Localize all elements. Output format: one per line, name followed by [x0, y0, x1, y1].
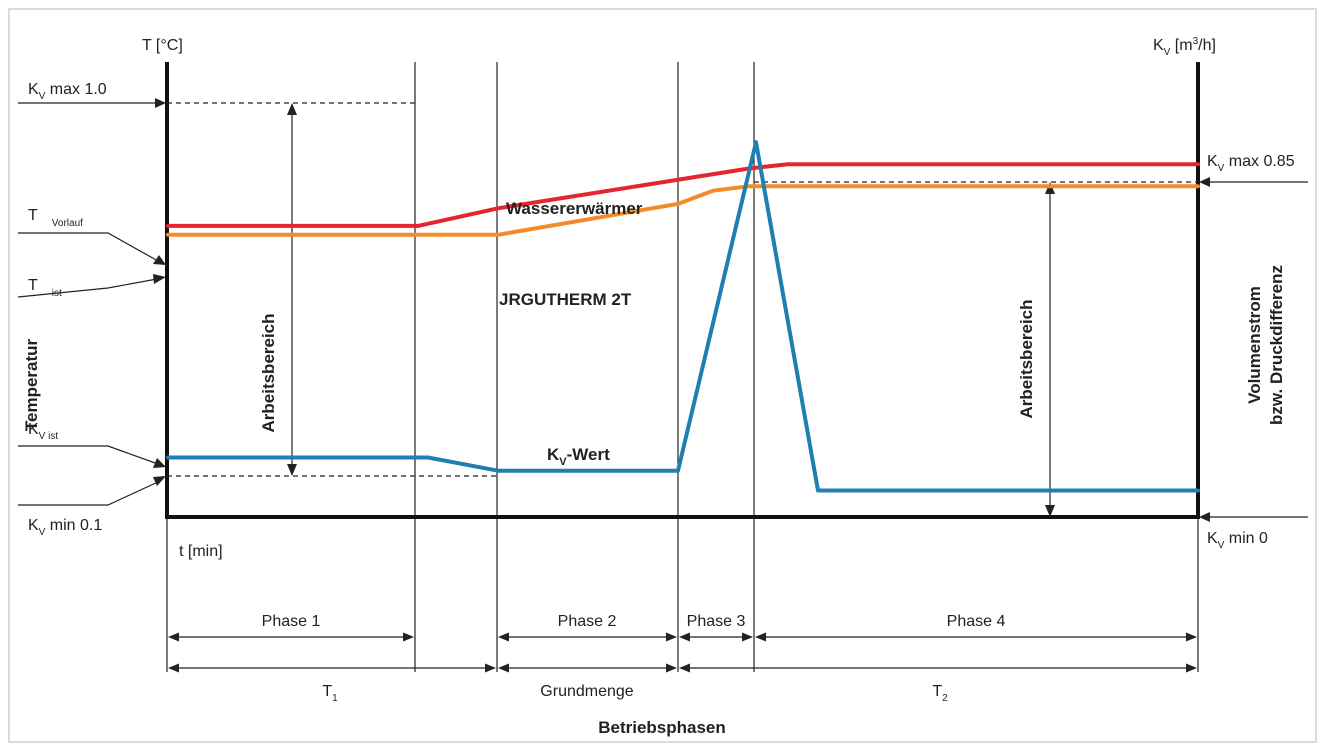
phase-dividers — [166, 62, 1199, 672]
period-label-grundmenge: Grundmenge — [540, 683, 633, 700]
right-range-label: Arbeitsbereich — [1017, 299, 1036, 418]
left-axis-title: Temperatur — [22, 338, 41, 431]
figure-border — [8, 8, 1317, 743]
kv-min-left-label: KV min 0.1 — [28, 517, 102, 538]
phase2-arrow — [498, 632, 677, 642]
left-range-arrowhead-bottom — [287, 464, 297, 476]
kv-max-left-arrowhead — [155, 98, 166, 108]
kv-ist-arrowhead — [153, 458, 166, 468]
kv-min-right-label: KV min 0 — [1207, 530, 1268, 551]
right-marker-arrows — [1199, 177, 1308, 522]
left-range-arrowhead-top — [287, 103, 297, 115]
series-label-jrgutherm: JRGUTHERM 2T — [499, 290, 632, 309]
dimension-arrows — [168, 632, 1197, 673]
series-layer — [166, 140, 1200, 493]
kv-min-right-arrowhead — [1199, 512, 1210, 522]
left-marker-arrows — [17, 98, 166, 506]
series-jrgutherm-2t — [166, 184, 1200, 237]
kv-ist-arrow — [18, 445, 159, 465]
t-vorlauf-label: T Vorlauf — [28, 207, 83, 229]
kv-min-left-arrow — [18, 480, 161, 506]
phase1-arrow — [168, 632, 414, 642]
phase4-arrow — [755, 632, 1197, 642]
kv-ist-label: KV ist — [28, 421, 58, 442]
right-range-arrowhead-bottom — [1045, 505, 1055, 517]
series-label-kv-wert: KV-Wert — [547, 445, 610, 468]
kv-max-right-arrowhead — [1199, 177, 1210, 187]
t-ist-arrowhead — [153, 274, 166, 284]
t-ist-arrow — [17, 278, 158, 298]
left-range-label: Arbeitsbereich — [259, 313, 278, 432]
kv-max-right-label: KV max 0.85 — [1207, 153, 1295, 174]
t2-arrow — [679, 663, 1197, 673]
series-label-wassererwaermer: Wassererwärmer — [506, 199, 643, 218]
phase-label-4: Phase 4 — [947, 613, 1006, 630]
axes — [165, 62, 1200, 519]
phase3-arrow — [679, 632, 753, 642]
t1-arrow — [168, 663, 496, 673]
t-vorlauf-arrowhead — [153, 255, 166, 265]
phase-label-1: Phase 1 — [262, 613, 321, 630]
t-vorlauf-arrow — [18, 232, 159, 262]
reference-lines — [167, 102, 1198, 477]
x-axis-unit: t [min] — [179, 543, 223, 560]
kv-max-left-label: KV max 1.0 — [28, 81, 107, 102]
period-label-t2: T2 — [932, 683, 948, 704]
x-axis-title: Betriebsphasen — [598, 718, 726, 737]
series-wassererwaermer — [166, 162, 1200, 228]
phase-label-3: Phase 3 — [687, 613, 746, 630]
right-axis-title-line1: Volumenstrom — [1245, 286, 1264, 404]
kv-min-left-arrowhead — [153, 476, 166, 486]
working-range-arrows — [287, 103, 1055, 517]
left-axis-unit: T [°C] — [142, 37, 183, 54]
right-axis-title-line2: bzw. Druckdifferenz — [1267, 265, 1286, 425]
phase-label-2: Phase 2 — [558, 613, 617, 630]
period-label-t1: T1 — [322, 683, 338, 704]
series-kv-wert — [166, 140, 1200, 493]
right-axis-unit: KV [m3/h] — [1153, 36, 1216, 58]
grundmenge-arrow — [498, 663, 677, 673]
